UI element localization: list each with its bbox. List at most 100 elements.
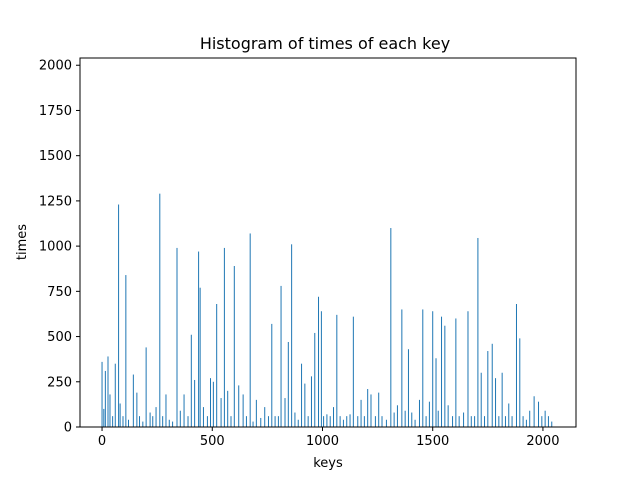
bar <box>260 417 262 427</box>
bar <box>323 416 325 427</box>
bar <box>284 398 286 427</box>
bar <box>422 309 424 427</box>
bar <box>508 403 510 427</box>
bar <box>342 419 344 427</box>
bar <box>183 394 185 427</box>
y-tick-label: 1250 <box>39 194 72 209</box>
bar <box>547 416 549 427</box>
bar <box>212 381 214 427</box>
bar <box>194 379 196 427</box>
bars-group <box>101 193 553 427</box>
bar <box>216 304 218 427</box>
bar <box>199 287 201 427</box>
bar <box>145 347 147 427</box>
bar <box>519 338 521 427</box>
bar <box>280 285 282 427</box>
bar <box>437 410 439 427</box>
bar <box>274 416 276 427</box>
bar <box>202 407 204 427</box>
bar <box>136 392 138 427</box>
bar <box>474 416 476 427</box>
bar <box>477 237 479 427</box>
bar <box>294 412 296 427</box>
x-tick-label: 500 <box>200 434 225 449</box>
bar <box>176 247 178 427</box>
bar <box>238 385 240 427</box>
bar <box>220 398 222 427</box>
bar <box>428 401 430 427</box>
bar <box>381 416 383 427</box>
bar <box>223 247 225 427</box>
bar <box>363 416 365 427</box>
bar <box>360 399 362 427</box>
bar <box>277 416 279 427</box>
bar <box>267 416 269 427</box>
bar <box>304 383 306 427</box>
bar <box>533 396 535 427</box>
bar <box>435 358 437 427</box>
x-tick-label: 1000 <box>306 434 339 449</box>
y-tick-label: 250 <box>47 375 72 390</box>
x-tick-label: 2000 <box>526 434 559 449</box>
bar <box>404 410 406 427</box>
y-tick-label: 1500 <box>39 149 72 164</box>
bar <box>498 416 500 427</box>
bar <box>198 251 200 427</box>
bar <box>139 416 141 427</box>
bar <box>264 407 266 427</box>
bar <box>551 421 553 427</box>
bar <box>525 419 527 427</box>
y-axis-ticks: 0 250 500 750 1000 1250 1500 1750 2000 <box>39 59 80 436</box>
bar <box>132 374 134 427</box>
bar <box>522 416 524 427</box>
bar <box>291 244 293 427</box>
bar <box>307 416 309 427</box>
bar <box>206 416 208 427</box>
bar <box>480 372 482 427</box>
bar <box>339 416 341 427</box>
bar <box>149 412 151 427</box>
bar <box>441 316 443 427</box>
y-tick-label: 1000 <box>39 240 72 255</box>
bar <box>390 228 392 427</box>
bar <box>287 341 289 427</box>
bar <box>210 378 211 427</box>
bar <box>452 416 454 427</box>
y-tick-label: 1750 <box>39 104 72 119</box>
bar <box>249 233 251 427</box>
bar <box>463 412 465 427</box>
bar <box>168 419 170 427</box>
bar <box>245 416 247 427</box>
bar <box>487 351 489 427</box>
bar <box>255 399 257 427</box>
bar <box>119 403 121 427</box>
bar <box>190 334 192 427</box>
bar <box>541 416 543 427</box>
bar <box>271 323 273 427</box>
bar <box>352 316 354 427</box>
bar <box>252 421 254 427</box>
bar <box>411 412 413 427</box>
bar <box>401 309 403 427</box>
bar <box>504 416 506 427</box>
bar <box>329 416 331 427</box>
x-tick-label: 1500 <box>416 434 449 449</box>
bar <box>407 349 409 427</box>
bar <box>367 389 369 427</box>
x-axis-label: keys <box>313 456 343 471</box>
bar <box>142 421 144 427</box>
bar <box>122 416 124 427</box>
bar <box>128 419 129 427</box>
bar <box>233 266 235 427</box>
y-tick-label: 2000 <box>39 59 72 74</box>
bar <box>152 416 154 427</box>
y-tick-label: 0 <box>64 421 72 436</box>
bar <box>118 204 120 427</box>
bar <box>103 408 105 427</box>
bar <box>414 419 416 427</box>
bar <box>501 372 503 427</box>
bar <box>484 416 486 427</box>
x-axis-ticks: 0 500 1000 1500 2000 <box>98 427 559 449</box>
bar <box>346 416 348 427</box>
